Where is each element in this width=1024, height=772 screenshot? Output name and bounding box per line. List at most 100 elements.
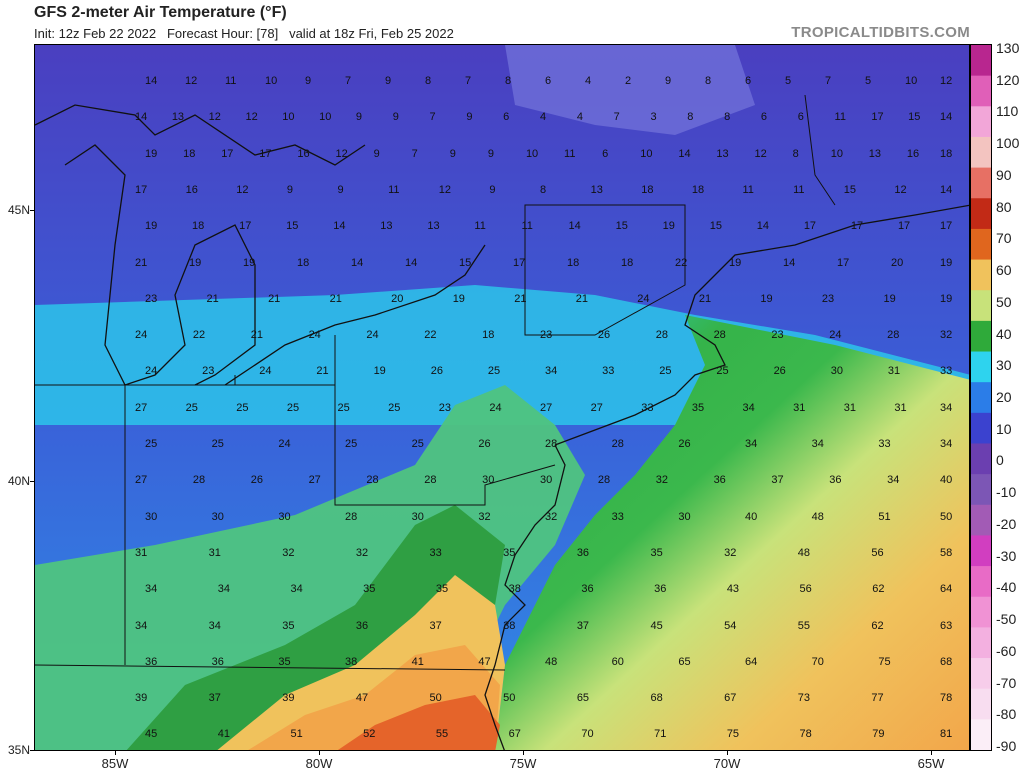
- station-value: 11: [474, 220, 486, 233]
- east-coast: [484, 444, 566, 750]
- station-value: 17: [871, 111, 884, 124]
- station-value: 16: [297, 147, 310, 160]
- colorbar-tick-label: -80: [996, 706, 1017, 723]
- station-value: 13: [427, 220, 440, 233]
- latitude-label: 35N: [7, 743, 30, 757]
- station-value: 55: [435, 728, 449, 741]
- station-value: 13: [868, 147, 882, 160]
- latitude-label: 40N: [7, 474, 30, 488]
- station-value: 9: [385, 75, 392, 87]
- station-value: 71: [654, 728, 667, 741]
- station-value: 25: [659, 365, 672, 378]
- station-value: 14: [351, 256, 364, 269]
- station-value: 24: [489, 401, 502, 414]
- station-value: 27: [135, 401, 148, 414]
- station-value: 17: [513, 256, 526, 269]
- colorbar-tick-label: -90: [996, 738, 1017, 754]
- station-value: 22: [424, 329, 437, 342]
- station-value: 10: [830, 147, 843, 160]
- station-value: 19: [145, 220, 158, 233]
- station-value: 45: [145, 728, 158, 741]
- station-value: 17: [940, 220, 953, 233]
- station-value: 25: [185, 401, 198, 414]
- station-value: 30: [540, 474, 553, 487]
- station-value: 36: [654, 583, 667, 596]
- map-svg: [35, 45, 969, 750]
- colorbar-segment: [971, 259, 991, 291]
- station-value: 34: [742, 401, 755, 414]
- colorbar-segment: [971, 290, 991, 322]
- station-value: 28: [424, 474, 437, 487]
- station-value: 19: [373, 365, 386, 378]
- station-value: 30: [830, 365, 843, 378]
- station-value: 50: [503, 692, 516, 705]
- station-value: 23: [540, 329, 553, 342]
- station-value: 18: [691, 183, 705, 196]
- station-value: 39: [135, 692, 148, 705]
- station-value: 33: [602, 365, 615, 378]
- temperature-map[interactable]: 14 12 11 10 9 7 9 8 7 8 6 4 2 9 8 6 5 7 5 10 12 14 13 12 12 10 10 9…: [34, 44, 970, 751]
- station-value: 9: [373, 147, 380, 160]
- station-value: 15: [459, 256, 472, 269]
- station-value: 9: [392, 111, 399, 124]
- station-value: 27: [308, 474, 321, 487]
- station-value: 18: [621, 256, 634, 269]
- station-value: 34: [811, 438, 824, 450]
- station-value: 63: [940, 619, 953, 632]
- state-lines: [234, 335, 556, 506]
- station-value: 36: [713, 474, 726, 487]
- station-value: 25: [345, 438, 358, 450]
- station-value: 4: [585, 75, 592, 87]
- station-value: 77: [871, 692, 884, 705]
- station-value: 7: [613, 111, 620, 124]
- station-value: 14: [678, 147, 691, 160]
- station-value: 23: [821, 292, 835, 305]
- station-value: 75: [726, 728, 740, 741]
- station-value: 31: [887, 365, 901, 378]
- station-value: 35: [278, 655, 291, 668]
- station-value: 38: [345, 655, 358, 668]
- station-value: 34: [940, 438, 953, 450]
- longitude-tick: [319, 751, 320, 755]
- station-value: 32: [940, 329, 953, 342]
- station-value: 8: [792, 147, 799, 160]
- longitude-label: 80W: [305, 756, 333, 771]
- station-value: 23: [438, 401, 451, 414]
- station-value: 8: [425, 75, 432, 87]
- colorbar-segment: [971, 688, 991, 720]
- colorbar-tick-label: -40: [996, 579, 1017, 596]
- station-value: 64: [940, 583, 953, 596]
- station-value: 32: [655, 474, 668, 487]
- station-value: 62: [872, 583, 885, 596]
- colorbar-tick-label: 20: [996, 389, 1012, 405]
- station-value: 37: [208, 692, 221, 705]
- station-value: 60: [611, 655, 624, 668]
- station-value: 41: [411, 655, 424, 668]
- station-value: 75: [878, 655, 891, 668]
- station-value: 32: [355, 546, 369, 559]
- station-value: 2: [625, 75, 632, 87]
- station-value: 19: [452, 292, 465, 305]
- station-value: 12: [208, 111, 221, 124]
- station-value: 15: [843, 183, 856, 196]
- station-value: 67: [508, 728, 521, 741]
- station-value: 8: [505, 75, 512, 87]
- station-value: 17: [897, 220, 911, 233]
- station-value: 5: [785, 75, 792, 87]
- station-value: 30: [211, 510, 224, 523]
- station-value: 14: [783, 256, 796, 269]
- colorbar-segment: [971, 443, 991, 475]
- station-value: 11: [834, 111, 846, 124]
- station-value: 4: [576, 111, 583, 124]
- station-value: 10: [525, 147, 539, 160]
- station-value: 24: [278, 438, 291, 450]
- station-value: 10: [640, 147, 653, 160]
- station-value: 9: [355, 111, 363, 124]
- station-value: 19: [662, 220, 675, 233]
- colorbar-svg: [971, 45, 991, 751]
- station-value: 21: [329, 292, 342, 305]
- station-value: 48: [545, 655, 558, 668]
- colorbar-segment: [971, 136, 991, 169]
- longitude-tick: [115, 751, 116, 755]
- station-value: 34: [290, 583, 303, 596]
